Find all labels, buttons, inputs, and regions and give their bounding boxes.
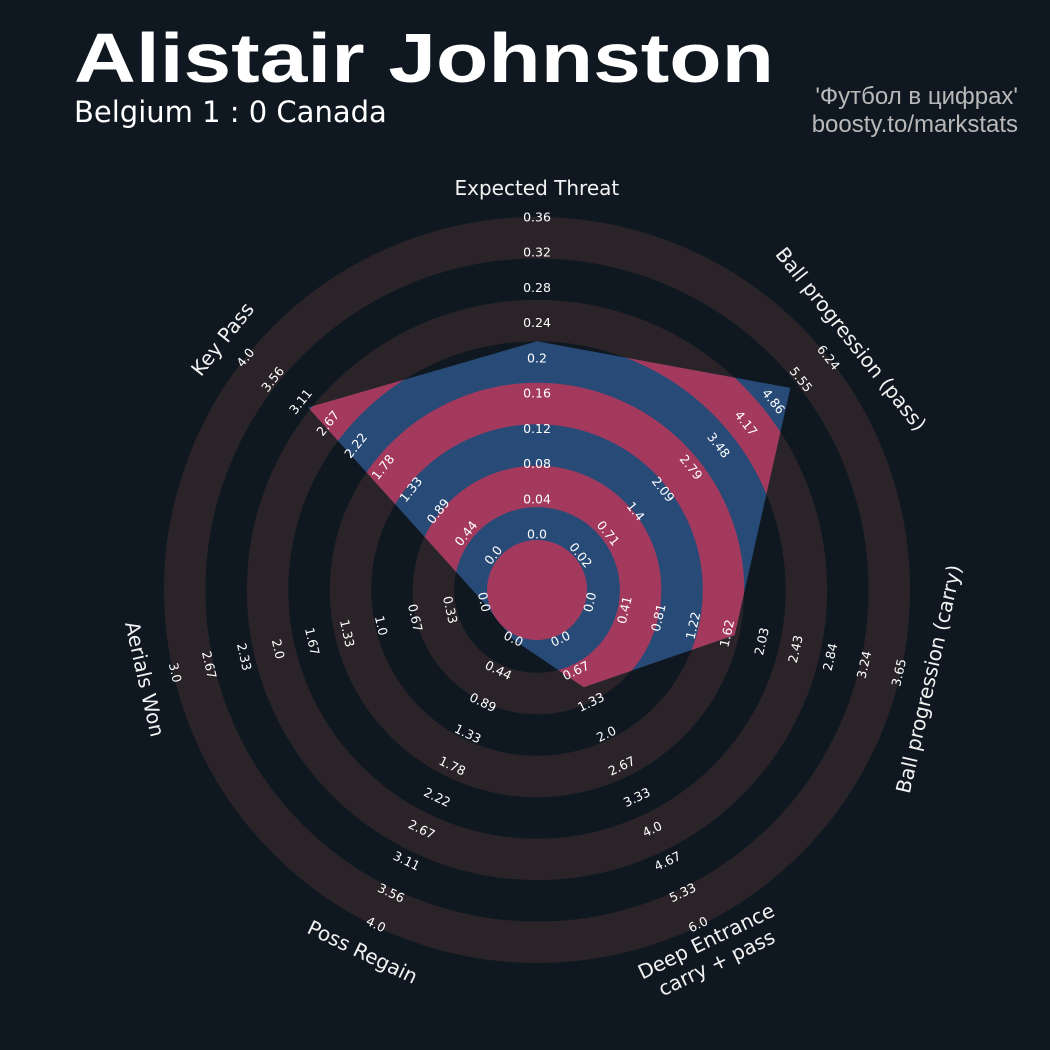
tick-label: 3.24: [854, 649, 875, 680]
tick-label: 0.0: [527, 527, 547, 542]
tick-label: 2.0: [269, 638, 288, 661]
tick-label: 3.65: [888, 657, 909, 687]
center-circle: [487, 540, 587, 640]
tick-label: 1.67: [302, 626, 323, 656]
tick-label: 2.84: [820, 642, 841, 673]
tick-label: 0.16: [523, 386, 551, 401]
axis-label: Expected Threat: [454, 176, 620, 200]
tick-label: 0.04: [523, 491, 551, 506]
chart-subtitle: Belgium 1 : 0 Canada: [74, 95, 387, 129]
tick-label: 2.03: [751, 626, 772, 656]
tick-label: 0.0: [580, 591, 599, 614]
tick-label: 0.67: [405, 603, 426, 633]
tick-label: 0.32: [523, 245, 551, 260]
tick-label: 1.33: [337, 618, 358, 648]
credit: 'Футбол в цифрах': [815, 83, 1018, 110]
tick-label: 2.33: [234, 642, 255, 672]
tick-label: 0.28: [523, 280, 551, 295]
tick-label: 1.0: [372, 614, 391, 637]
tick-label: 0.81: [648, 602, 669, 632]
tick-label: 0.33: [440, 595, 461, 625]
ring: [164, 217, 910, 963]
tick-label: 0.2: [527, 350, 547, 365]
tick-label: 0.41: [614, 595, 635, 625]
credit: boosty.to/markstats: [812, 111, 1018, 138]
ring: [246, 299, 828, 881]
tick-label: 0.08: [523, 456, 551, 471]
tick-label: 0.0: [475, 591, 494, 614]
tick-label: 0.12: [523, 421, 551, 436]
tick-label: 0.24: [523, 315, 551, 330]
tick-label: 1.22: [683, 610, 704, 640]
tick-label: 2.43: [785, 634, 806, 664]
tick-label: 0.36: [523, 210, 551, 225]
chart-title: Alistair Johnston: [74, 19, 774, 97]
tick-label: 2.67: [199, 650, 220, 680]
tick-label: 1.62: [716, 618, 737, 648]
tick-label: 3.0: [166, 661, 185, 684]
